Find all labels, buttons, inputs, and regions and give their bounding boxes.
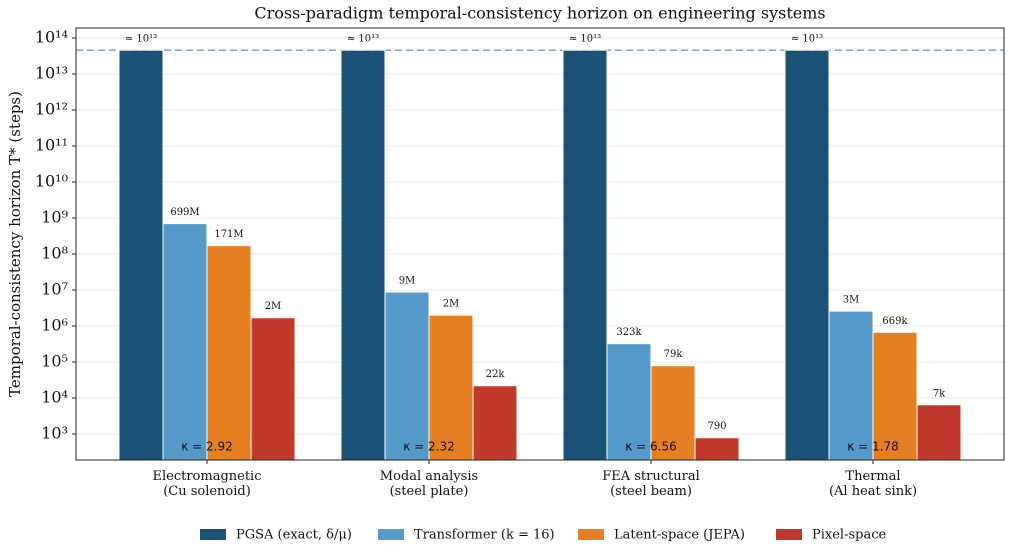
bar: [384, 291, 430, 461]
bar: [162, 223, 208, 461]
y-tick-label: 10⁷: [41, 280, 68, 299]
y-tick-label: 10⁴: [41, 388, 68, 407]
value-label: ≈ 10¹³: [569, 34, 601, 45]
x-tick-label: FEA structural (steel beam): [602, 469, 700, 499]
legend-label: Transformer (k = 16): [414, 528, 555, 543]
value-label: 2M: [265, 301, 282, 312]
y-tick-label: 10¹⁴: [35, 28, 68, 47]
legend-swatch: [578, 529, 604, 540]
value-label: 699M: [170, 207, 199, 218]
bar: [694, 437, 740, 461]
value-label: 7k: [933, 388, 946, 399]
value-label: 171M: [214, 229, 243, 240]
value-label: 2M: [443, 299, 460, 310]
bar: [562, 49, 608, 461]
legend-swatch: [200, 529, 226, 540]
legend-label: Pixel-space: [812, 528, 887, 543]
legend-label: Latent-space (JEPA): [614, 528, 745, 543]
chart-title: Cross-paradigm temporal-consistency hori…: [254, 4, 825, 23]
x-tick-label: Thermal (Al heat sink): [829, 469, 917, 499]
legend-swatch: [378, 529, 404, 540]
bar: [428, 314, 474, 461]
bar: [250, 317, 296, 461]
value-label: 790: [707, 421, 726, 432]
x-tick-label: Electromagnetic (Cu solenoid): [152, 469, 261, 499]
value-label: ≈ 10¹³: [125, 34, 157, 45]
value-label: ≈ 10¹³: [347, 34, 379, 45]
annotation: κ = 6.56: [625, 440, 676, 454]
legend-swatch: [776, 529, 802, 540]
bar: [828, 310, 874, 461]
y-tick-label: 10³: [41, 424, 68, 443]
value-label: 3M: [843, 295, 860, 306]
plot-frame: [75, 27, 1005, 461]
annotation: κ = 2.32: [403, 440, 454, 454]
annotation: κ = 1.78: [847, 440, 898, 454]
y-axis-label: Temporal-consistency horizon T* (steps): [6, 91, 24, 397]
value-label: 79k: [664, 349, 684, 360]
value-label: 9M: [399, 276, 416, 287]
bar: [472, 385, 518, 461]
value-label: 22k: [486, 369, 506, 380]
y-tick-label: 10¹²: [35, 100, 68, 119]
bar: [784, 49, 830, 461]
bar: [916, 404, 962, 461]
y-tick-label: 10⁸: [41, 244, 68, 263]
y-tick-label: 10⁹: [41, 208, 68, 227]
y-tick-label: 10¹³: [35, 64, 68, 83]
value-label: 669k: [882, 316, 908, 327]
legend-label: PGSA (exact, δ/μ): [236, 528, 352, 543]
value-label: 323k: [616, 327, 642, 338]
bar: [118, 49, 164, 461]
y-tick-label: 10¹⁰: [35, 172, 68, 191]
y-tick-label: 10¹¹: [35, 136, 68, 155]
bar: [340, 49, 386, 461]
x-tick-label: Modal analysis (steel plate): [380, 469, 478, 499]
y-tick-label: 10⁶: [41, 316, 68, 335]
annotation: κ = 2.92: [181, 440, 232, 454]
y-tick-label: 10⁵: [41, 352, 68, 371]
value-label: ≈ 10¹³: [791, 34, 823, 45]
bar: [650, 365, 696, 461]
bar: [206, 245, 252, 461]
